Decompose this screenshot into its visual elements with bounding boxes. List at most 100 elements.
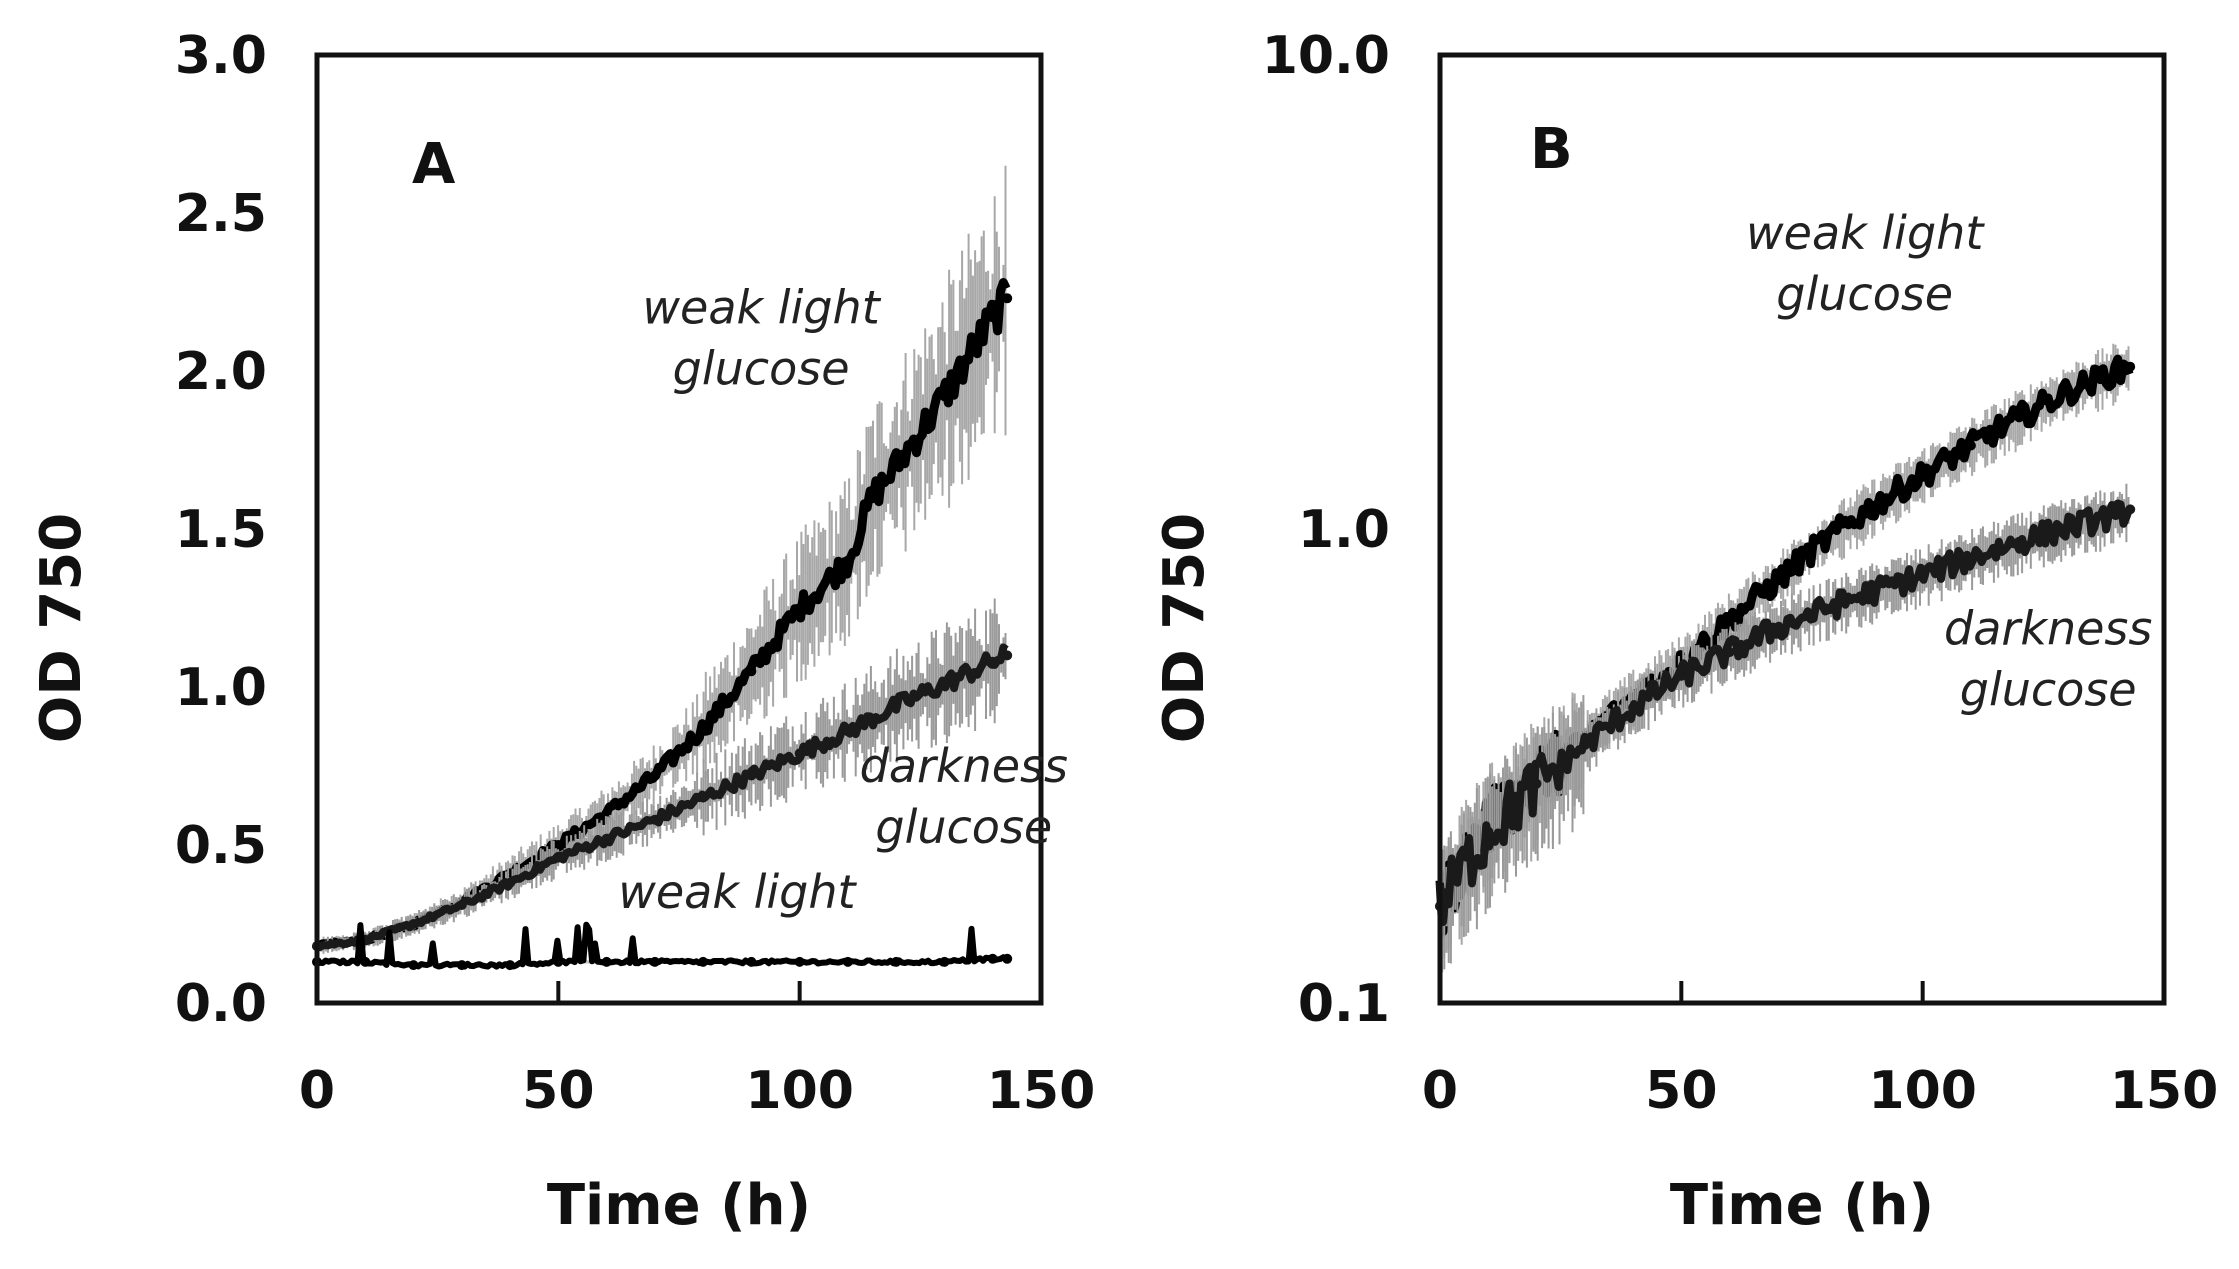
data-point	[891, 701, 902, 711]
data-point	[2125, 504, 2136, 515]
panel-b-x-ticks: 0 50 100 150	[1422, 981, 2218, 1121]
panel-b-annotations: weak light glucose darkness glucose	[1746, 206, 2152, 717]
x-tick-label: 0	[1422, 1061, 1458, 1121]
y-tick-label: 10.0	[1262, 26, 1390, 86]
data-point	[649, 956, 660, 967]
data-point	[456, 900, 467, 910]
data-point	[505, 960, 516, 971]
series-annotation: glucose	[673, 342, 850, 396]
y-tick-label: 2.0	[175, 342, 267, 402]
data-point	[1772, 575, 1783, 586]
data-point	[939, 678, 950, 689]
panel-a-y-axis-title: OD 750	[29, 513, 94, 743]
series-annotation: glucose	[1776, 267, 1953, 321]
series-line	[315, 643, 1009, 952]
data-point	[698, 723, 709, 734]
panel-a-series	[312, 165, 1013, 971]
data-point	[1531, 778, 1542, 789]
data-point	[601, 808, 612, 819]
series-annotation: weak light	[642, 281, 881, 335]
data-point	[1869, 500, 1880, 511]
data-point	[1579, 740, 1590, 751]
y-tick-label: 0.5	[175, 816, 267, 876]
data-point	[842, 956, 853, 967]
data-point	[842, 726, 853, 737]
data-point	[987, 953, 998, 964]
data-point	[553, 840, 564, 850]
data-point	[746, 770, 757, 781]
data-point	[1676, 670, 1687, 681]
data-point	[842, 555, 853, 566]
data-point	[1772, 622, 1783, 633]
y-tick-label: 1.0	[1298, 500, 1390, 560]
data-point	[1002, 650, 1013, 661]
error-band	[1439, 483, 2130, 970]
x-tick-label: 100	[1868, 1061, 1977, 1121]
panel-b-series	[1435, 343, 2136, 973]
series-annotation: darkness	[860, 739, 1068, 793]
series-darkness-glucose	[1435, 483, 2136, 970]
series-annotation: weak light	[618, 865, 857, 919]
data-point	[2062, 386, 2073, 397]
data-point	[601, 833, 612, 844]
y-tick-label: 2.5	[175, 184, 267, 244]
panel-b-plot-frame	[1437, 52, 2167, 1006]
data-point	[1965, 440, 1976, 451]
data-point	[987, 312, 998, 323]
x-tick-label: 50	[522, 1061, 594, 1121]
panel-a-chart: 0.0 0.5 1.0 1.5 2.0 2.5 3.0 0 50 100 150 weak lig…	[29, 26, 1095, 1238]
y-tick-label: 1.0	[175, 658, 267, 718]
series-line	[1436, 499, 2133, 927]
data-point	[939, 391, 950, 402]
x-tick-label: 0	[299, 1061, 335, 1121]
series-annotation: weak light	[1746, 206, 1985, 260]
error-band	[1439, 343, 2130, 973]
data-point	[867, 492, 878, 503]
data-point	[456, 960, 467, 971]
data-point	[891, 956, 902, 967]
data-point	[1917, 569, 1928, 580]
data-point	[1965, 552, 1976, 563]
x-tick-label: 100	[745, 1061, 854, 1121]
panel-a-annotations: weak light glucose darkness glucose weak lig…	[618, 281, 1068, 920]
data-point	[2014, 536, 2025, 547]
series-annotation: darkness	[1944, 602, 2152, 656]
data-point	[1483, 826, 1494, 837]
panel-b-x-axis-title: Time (h)	[1670, 1173, 1934, 1238]
data-point	[698, 956, 709, 967]
x-tick-label: 50	[1645, 1061, 1717, 1121]
data-point	[1917, 470, 1928, 480]
panel-a-x-axis-title: Time (h)	[547, 1173, 811, 1238]
panel-b-chart: 0.1 1.0 10.0 0 50 100 150 weak light glucose da…	[1152, 26, 2218, 1238]
data-point	[698, 792, 709, 803]
data-point	[2110, 510, 2121, 521]
panel-b-y-ticks: 0.1 1.0 10.0	[1262, 26, 1390, 1034]
data-point	[2110, 366, 2121, 377]
y-tick-label: 3.0	[175, 26, 267, 86]
data-point	[794, 603, 805, 613]
data-point	[1724, 615, 1735, 626]
data-point	[2014, 412, 2025, 423]
data-point	[1002, 293, 1013, 304]
x-tick-label: 150	[2110, 1061, 2219, 1121]
data-point	[1869, 586, 1880, 596]
data-point	[987, 656, 998, 667]
panel-b-y-axis-title: OD 750	[1152, 513, 1217, 743]
data-point	[360, 956, 371, 967]
data-point	[553, 852, 564, 863]
series-weak-light-glucose	[1435, 343, 2136, 973]
data-point	[2125, 361, 2136, 372]
x-tick-label: 150	[987, 1061, 1096, 1121]
panel-a-plot-frame	[314, 52, 1044, 1006]
data-point	[746, 666, 757, 677]
data-point	[1628, 702, 1639, 713]
y-tick-label: 0.1	[1298, 974, 1390, 1034]
data-point	[746, 956, 757, 967]
data-point	[553, 956, 564, 967]
data-point	[601, 956, 612, 967]
data-point	[1821, 534, 1832, 545]
data-point	[939, 956, 950, 967]
series-annotation: glucose	[875, 800, 1052, 854]
panel-b-letter: B	[1530, 117, 1573, 182]
